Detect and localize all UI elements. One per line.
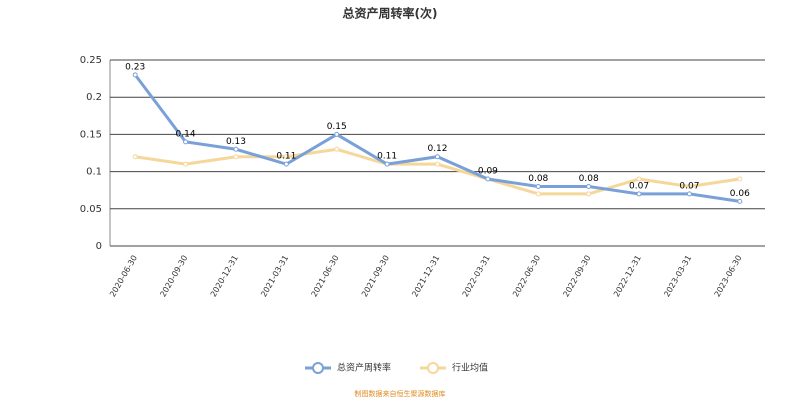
x-tick-label: 2022-09-30 bbox=[562, 254, 593, 299]
data-label: 0.08 bbox=[528, 174, 548, 184]
data-point bbox=[132, 154, 138, 160]
data-label: 0.23 bbox=[125, 62, 145, 72]
data-label: 0.07 bbox=[679, 181, 699, 191]
legend-label: 行业均值 bbox=[452, 362, 488, 374]
data-point bbox=[586, 183, 592, 189]
y-tick-label: 0.1 bbox=[86, 167, 102, 178]
y-tick-label: 0.05 bbox=[80, 204, 102, 215]
x-tick-label: 2022-12-31 bbox=[612, 254, 643, 299]
data-point bbox=[233, 154, 239, 160]
data-point bbox=[535, 183, 541, 189]
data-point bbox=[384, 161, 390, 167]
x-tick-label: 2021-09-30 bbox=[360, 254, 391, 299]
x-tick-label: 2021-12-31 bbox=[410, 254, 441, 299]
data-point bbox=[686, 191, 692, 197]
data-point bbox=[132, 72, 138, 78]
x-tick-label: 2022-06-30 bbox=[511, 254, 542, 299]
data-point bbox=[283, 161, 289, 167]
data-point bbox=[737, 198, 743, 204]
data-point bbox=[183, 139, 189, 145]
data-label: 0.06 bbox=[730, 189, 750, 199]
data-label: 0.09 bbox=[478, 167, 498, 177]
x-tick-label: 2020-06-30 bbox=[108, 254, 139, 299]
y-tick-label: 0 bbox=[96, 241, 102, 252]
y-tick-label: 0.25 bbox=[80, 55, 102, 66]
data-point bbox=[334, 131, 340, 137]
data-label: 0.15 bbox=[327, 122, 347, 132]
data-point bbox=[183, 161, 189, 167]
data-point bbox=[233, 146, 239, 152]
data-point bbox=[334, 146, 340, 152]
legend-marker bbox=[312, 362, 324, 374]
y-tick-label: 0.2 bbox=[86, 92, 102, 103]
x-tick-label: 2020-09-30 bbox=[158, 254, 189, 299]
data-label: 0.07 bbox=[629, 181, 649, 191]
data-label: 0.12 bbox=[427, 144, 447, 154]
x-tick-label: 2021-03-31 bbox=[259, 254, 290, 299]
data-point bbox=[535, 191, 541, 197]
data-label: 0.11 bbox=[276, 152, 296, 162]
data-point bbox=[283, 154, 289, 160]
data-label: 0.14 bbox=[176, 129, 196, 139]
x-tick-label: 2021-06-30 bbox=[310, 254, 341, 299]
x-tick-label: 2022-03-31 bbox=[461, 254, 492, 299]
x-tick-label: 2020-12-31 bbox=[209, 254, 240, 299]
data-point bbox=[737, 176, 743, 182]
x-tick-label: 2023-03-31 bbox=[662, 254, 693, 299]
source-note: 制图数据来自恒生聚源数据库 bbox=[355, 389, 446, 398]
data-point bbox=[435, 161, 440, 167]
data-point bbox=[636, 176, 642, 182]
data-point bbox=[636, 191, 642, 197]
data-point bbox=[586, 191, 592, 197]
chart-title: 总资产周转率(次) bbox=[343, 6, 438, 21]
data-point bbox=[485, 176, 491, 182]
data-label: 0.08 bbox=[579, 174, 599, 184]
legend-label: 总资产周转率 bbox=[337, 362, 391, 374]
data-point bbox=[686, 183, 692, 189]
legend-marker bbox=[427, 362, 439, 374]
data-label: 0.13 bbox=[226, 137, 246, 147]
data-point bbox=[435, 154, 440, 160]
data-label: 0.11 bbox=[377, 152, 397, 162]
x-tick-label: 2023-06-30 bbox=[713, 254, 744, 299]
y-tick-label: 0.15 bbox=[80, 129, 102, 140]
